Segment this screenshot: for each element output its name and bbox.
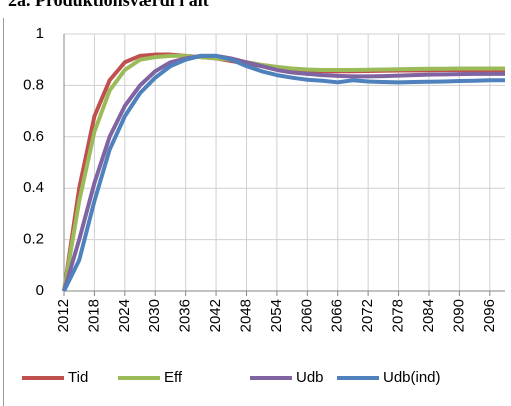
line-series [62,53,505,292]
x-tick-label: 2012 [55,299,72,332]
x-tick-label: 2018 [85,299,102,332]
x-tick-label: 2042 [207,299,224,332]
x-tick-label: 2030 [146,299,163,332]
legend-label: Eff [164,369,183,386]
x-tick-label: 2084 [420,299,437,332]
x-tick-label: 2054 [268,299,285,332]
x-tick-label: 2036 [177,299,194,332]
legend-label: Udb [296,369,324,386]
y-tick-label: 0.8 [23,76,44,93]
x-tick-label: 2096 [481,299,498,332]
x-tick-label: 2048 [237,299,254,332]
x-tick-label: 2060 [298,299,315,332]
line-series [62,52,505,292]
x-tick-label: 2066 [329,299,346,332]
y-tick-label: 1 [36,25,44,42]
x-tick-label: 2090 [450,299,467,332]
line-series [62,53,505,292]
y-tick-label: 0.4 [23,179,44,196]
x-tick-label: 2078 [390,299,407,332]
x-tick-label: 2024 [116,299,133,332]
chart-title: 2a. Produktionsværdi i alt [8,0,209,10]
y-tick-label: 0 [36,282,44,299]
y-tick-label: 0.2 [23,231,44,248]
line-series [62,53,505,292]
x-tick-label: 2072 [359,299,376,332]
legend-label: Tid [68,369,88,386]
legend-label: Udb(ind) [383,369,441,386]
y-tick-label: 0.6 [23,128,44,145]
